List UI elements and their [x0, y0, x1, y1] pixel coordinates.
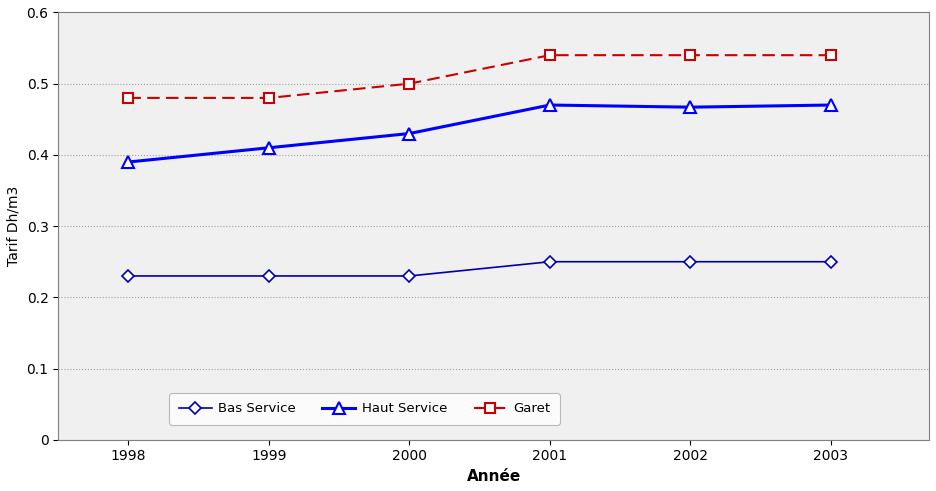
Bas Service — [403, 273, 415, 279]
Haut Service — [826, 102, 837, 108]
Line: Garet: Garet — [124, 50, 836, 103]
Garet — [684, 52, 695, 58]
Haut Service — [684, 104, 695, 110]
Line: Bas Service: Bas Service — [124, 258, 835, 280]
Garet — [826, 52, 837, 58]
Garet — [263, 95, 274, 101]
Haut Service — [544, 102, 555, 108]
Line: Haut Service: Haut Service — [123, 100, 836, 167]
Garet — [544, 52, 555, 58]
Garet — [123, 95, 134, 101]
Haut Service — [263, 145, 274, 151]
X-axis label: Année: Année — [466, 469, 520, 484]
Bas Service — [826, 259, 837, 265]
Garet — [403, 81, 415, 86]
Bas Service — [263, 273, 274, 279]
Bas Service — [544, 259, 555, 265]
Haut Service — [403, 131, 415, 136]
Legend: Bas Service, Haut Service, Garet: Bas Service, Haut Service, Garet — [169, 393, 560, 425]
Bas Service — [684, 259, 695, 265]
Bas Service — [123, 273, 134, 279]
Haut Service — [123, 159, 134, 165]
Y-axis label: Tarif Dh/m3: Tarif Dh/m3 — [7, 186, 21, 266]
